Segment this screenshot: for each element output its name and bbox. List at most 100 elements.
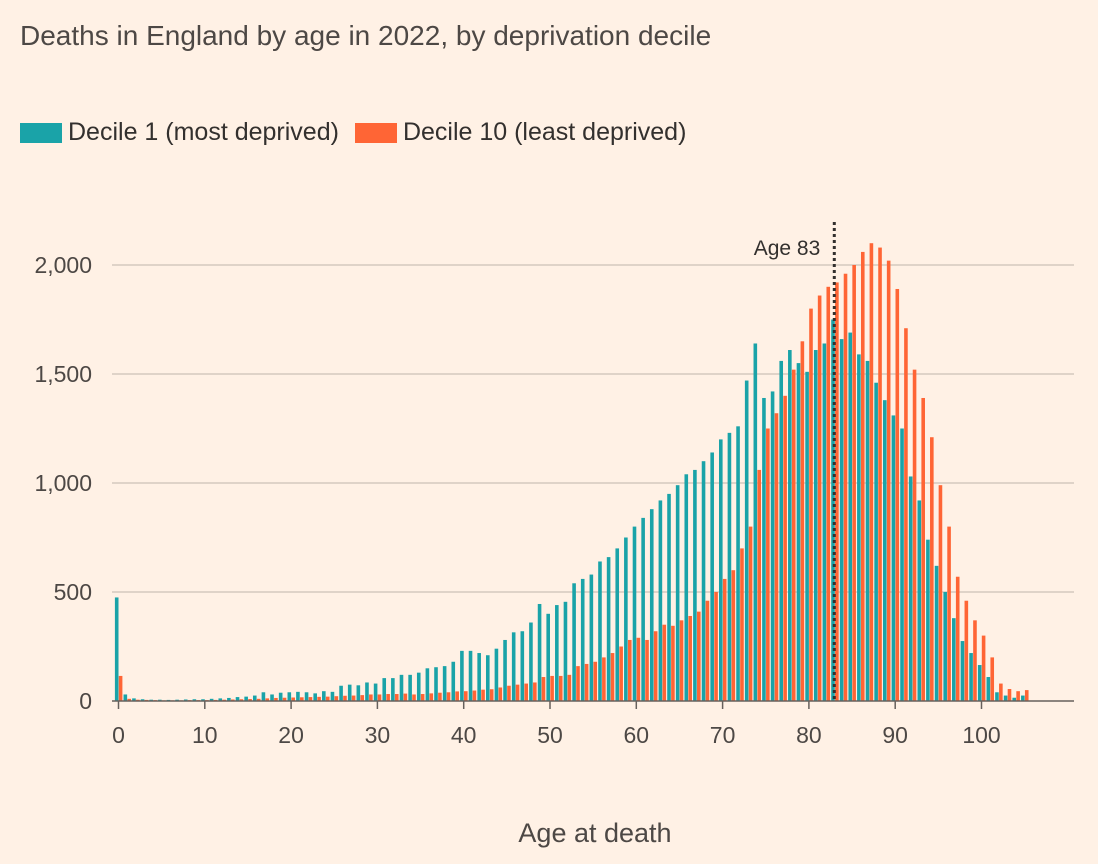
bar-decile-1 (287, 692, 292, 701)
bar-decile-1 (555, 605, 559, 701)
bar-decile-1 (339, 685, 343, 701)
bar-decile-1 (736, 426, 740, 701)
bar-decile-10 (653, 631, 658, 701)
bar-decile-10 (947, 526, 951, 701)
bar-decile-1 (416, 672, 421, 701)
bar-decile-10 (610, 653, 615, 701)
y-tick-label: 1,500 (34, 361, 92, 387)
y-axis-ticks: 0 500 1,000 1,500 2,000 (34, 252, 92, 714)
bar-decile-10 (317, 696, 321, 701)
bar-decile-1 (710, 452, 714, 701)
bar-decile-1 (1021, 695, 1025, 701)
bar-decile-10 (627, 639, 632, 701)
bar-decile-1 (477, 653, 481, 701)
bar-decile-1 (468, 650, 473, 701)
bar-decile-1 (675, 485, 680, 701)
bar-decile-1 (779, 360, 784, 701)
bar-decile-10 (489, 689, 494, 701)
bar-decile-1 (114, 597, 119, 701)
bar-decile-1 (373, 683, 378, 701)
bar-decile-1 (762, 397, 766, 701)
y-tick-label: 500 (54, 579, 92, 605)
bar-decile-10 (930, 437, 934, 701)
bar-decile-1 (589, 574, 594, 701)
x-tick-label: 40 (451, 722, 477, 748)
bar-decile-1 (511, 632, 516, 701)
bar-decile-10 (472, 690, 477, 701)
bar-decile-1 (537, 603, 542, 701)
legend-item-decile-10: Decile 10 (least deprived) (354, 118, 686, 147)
bar-decile-1 (908, 476, 913, 701)
bar-decile-1 (667, 493, 671, 701)
bar-decile-10 (731, 570, 736, 701)
bar-decile-10 (688, 615, 692, 701)
bar-decile-10 (464, 691, 468, 701)
bar-decile-10 (671, 625, 675, 701)
bar-decile-10 (360, 695, 365, 701)
bar-decile-10 (515, 684, 520, 701)
bar-decile-1 (382, 678, 387, 701)
bar-decile-10 (697, 611, 701, 701)
bar-decile-10 (351, 695, 356, 701)
bar-decile-1 (606, 557, 611, 701)
bar-decile-10 (662, 624, 667, 701)
bar-decile-10 (774, 413, 779, 701)
bar-decile-1 (132, 698, 136, 701)
bar-decile-1 (891, 415, 896, 701)
legend-swatch-decile-1 (20, 122, 62, 143)
bar-decile-1 (693, 469, 697, 701)
bar-decile-1 (451, 661, 456, 701)
bar-decile-10 (740, 548, 744, 701)
bar-decile-1 (986, 677, 991, 701)
bar-decile-10 (481, 689, 485, 701)
bar-decile-1 (719, 439, 723, 701)
bar-decile-1 (192, 699, 197, 701)
bar-decile-10 (308, 697, 313, 701)
bar-decile-10 (800, 341, 805, 701)
bar-decile-10 (394, 694, 399, 701)
x-tick-label: 0 (112, 722, 125, 748)
bar-decile-10 (403, 693, 408, 701)
bar-decile-1 (753, 343, 758, 701)
bar-decile-10 (369, 694, 373, 701)
bar-decile-1 (632, 526, 637, 701)
bar-decile-10 (748, 526, 753, 701)
bar-decile-10 (541, 677, 546, 701)
bar-decile-1 (322, 691, 326, 701)
bar-decile-10 (265, 698, 270, 701)
bar-decile-1 (434, 667, 438, 701)
bar-decile-1 (900, 428, 904, 701)
bar-decile-1 (598, 561, 602, 701)
bar-decile-10 (412, 694, 416, 701)
bar-decile-10 (507, 685, 511, 701)
bar-decile-10 (921, 397, 925, 701)
bar-decile-1 (727, 432, 732, 701)
bar-decile-1 (485, 655, 490, 701)
bar-decile-10 (602, 657, 606, 701)
bar-decile-1 (356, 685, 361, 701)
bar-decile-10 (118, 675, 123, 701)
legend-swatch-decile-10 (354, 122, 397, 143)
bar-decile-10 (386, 694, 390, 701)
bar-decile-10 (757, 469, 762, 701)
bar-decile-10 (1007, 689, 1012, 701)
bar-decile-1 (624, 537, 628, 701)
bar-decile-10 (826, 286, 831, 701)
bar-decile-10 (705, 600, 710, 701)
bar-decile-1 (261, 692, 266, 701)
x-tick-label: 20 (278, 722, 304, 748)
bar-decile-10 (895, 288, 900, 701)
bar-decile-1 (926, 539, 930, 701)
bar-decile-10 (230, 699, 235, 701)
bar-decile-1 (701, 461, 706, 701)
bar-decile-10 (533, 682, 537, 701)
bar-decile-1 (235, 697, 240, 701)
bar-decile-10 (334, 696, 339, 701)
bar-decile-1 (270, 694, 274, 701)
bar-decile-10 (248, 699, 252, 701)
bar-decile-1 (252, 695, 257, 701)
chart-title: Deaths in England by age in 2022, by dep… (20, 20, 712, 51)
bar-decile-10 (999, 683, 1003, 701)
bar-decile-1 (296, 691, 300, 701)
